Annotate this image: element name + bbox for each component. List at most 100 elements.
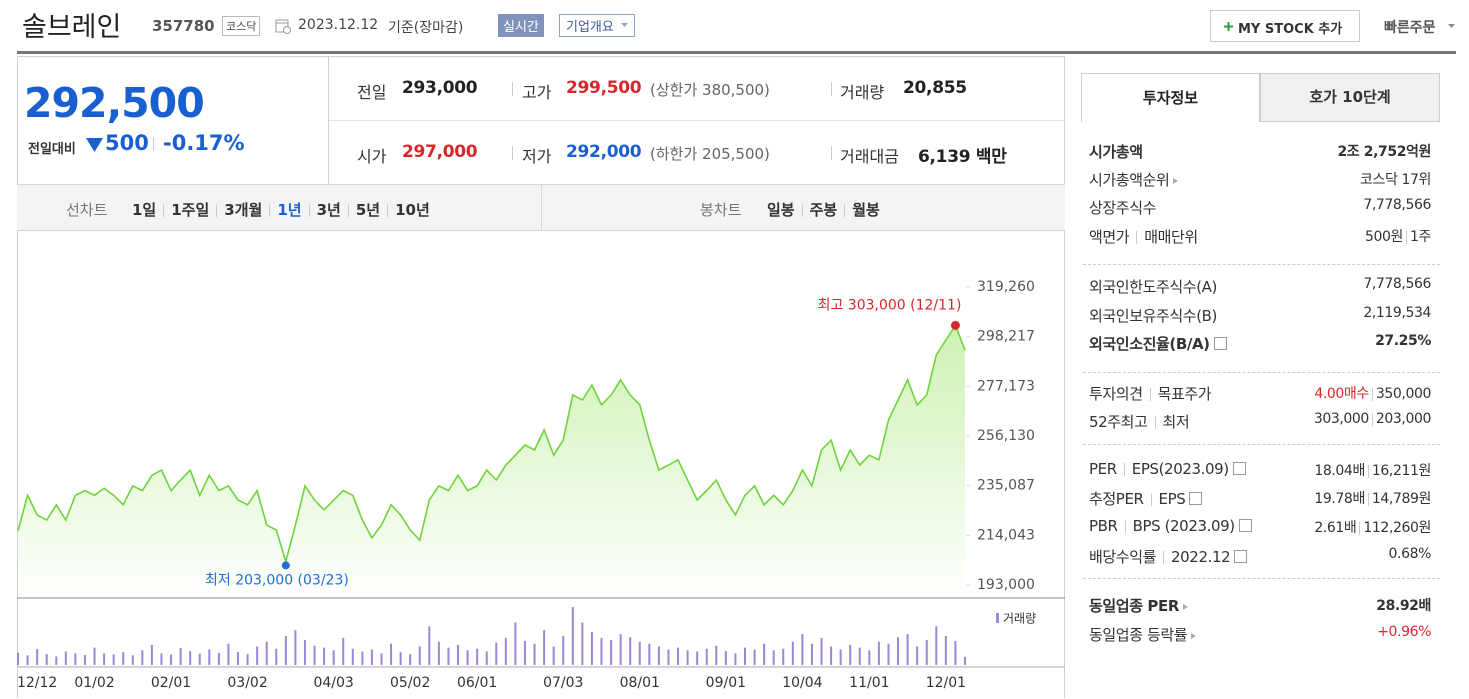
info-value: 19.78배 xyxy=(1314,491,1365,507)
date: 2023.12.12 xyxy=(298,17,379,33)
plus-icon xyxy=(1224,22,1233,31)
quick-order[interactable]: 빠른주문 xyxy=(1384,20,1436,36)
separator xyxy=(1371,387,1373,401)
info-label: 외국인한도주식수(A) xyxy=(1089,278,1217,296)
arrow-icon xyxy=(1183,604,1189,610)
volume-bar xyxy=(342,637,345,665)
volume-bar xyxy=(877,641,880,665)
realtime-button[interactable]: 실시간 xyxy=(498,14,544,37)
x-tick-label: 12/01 xyxy=(926,675,966,691)
separator xyxy=(831,146,832,160)
info-value: 14,789원 xyxy=(1371,491,1431,507)
volume-bar xyxy=(351,648,354,665)
info-label: 매매단위 xyxy=(1144,228,1198,246)
volume-bar xyxy=(772,650,775,665)
high-annotation: 최고 303,000 (12/11) xyxy=(818,297,962,313)
info-label: 최저 xyxy=(1162,413,1190,431)
volume-bar xyxy=(571,607,574,665)
volume-bar xyxy=(17,652,19,665)
container: 19.78배 14,789원 xyxy=(1314,488,1431,508)
container: 시가총액순위 xyxy=(1089,169,1180,190)
container: 2.61배 112,260원 xyxy=(1314,517,1431,537)
volume-bar xyxy=(409,654,412,665)
container: 배당수익률 2022.12 0.68% xyxy=(1089,546,1431,572)
separator xyxy=(1123,463,1125,476)
volume-bar xyxy=(74,653,77,665)
container xyxy=(1183,604,1189,610)
period-tab[interactable]: 3년 xyxy=(316,201,341,219)
x-tick-label: 10/04 xyxy=(782,675,822,691)
info-tab[interactable]: 투자정보 xyxy=(1081,73,1260,122)
period-tab[interactable]: 1년 xyxy=(277,201,302,219)
container xyxy=(283,26,291,34)
period-tab[interactable]: 10년 xyxy=(395,201,430,219)
container: 303,000 203,000 xyxy=(1314,411,1432,427)
volume-bar xyxy=(916,646,919,665)
container: 19.78배 14,789원 xyxy=(1089,488,1431,514)
help-icon xyxy=(1213,337,1227,350)
volume-bar xyxy=(476,648,479,665)
period-tab[interactable]: 5년 xyxy=(355,201,381,219)
separator xyxy=(512,82,513,96)
stock-name: 솔브레인 xyxy=(22,12,122,43)
volume-bar xyxy=(523,641,526,665)
quote-limit: (상한가 380,500) xyxy=(650,81,770,99)
period-tab[interactable]: 일봉 xyxy=(767,201,795,219)
y-tick-label: 256,130 xyxy=(977,428,1035,444)
period-tab[interactable]: 3개월 xyxy=(224,201,263,219)
info-value: 0.68% xyxy=(1388,546,1432,562)
container xyxy=(1448,24,1455,28)
info-label: PBR xyxy=(1089,517,1118,535)
separator xyxy=(801,204,803,217)
company-info-button[interactable]: 기업개요 xyxy=(559,14,635,37)
volume-bar xyxy=(954,641,957,665)
volume-bar xyxy=(686,650,689,665)
separator xyxy=(844,204,846,217)
quote-value: 6,139 백만 xyxy=(918,147,1007,167)
volume-bar xyxy=(581,622,584,665)
volume-bar xyxy=(64,651,67,665)
volume-bar xyxy=(198,653,201,665)
quote-value: 293,000 xyxy=(402,78,478,98)
volume-bar xyxy=(849,644,852,665)
y-tick-label: 235,087 xyxy=(977,478,1035,494)
info-value: 18.04배 xyxy=(1314,463,1365,479)
volume-bar xyxy=(868,650,871,665)
high-marker xyxy=(950,320,960,330)
info-label: 시가총액순위 xyxy=(1089,171,1170,189)
separator xyxy=(1136,231,1138,244)
volume-bar xyxy=(208,649,211,665)
quote-value: 20,855 xyxy=(903,78,967,98)
quote-label: 시가 xyxy=(357,147,387,166)
volume-bar xyxy=(179,647,182,665)
container xyxy=(86,138,103,152)
volume-bar xyxy=(638,641,641,665)
container: 액면가 매매단위 xyxy=(1089,226,1198,247)
period-tab[interactable]: 월봉 xyxy=(852,201,880,219)
volume-bar xyxy=(724,651,727,665)
order-book-tab[interactable]: 호가 10단계 xyxy=(1260,73,1440,122)
volume-bar xyxy=(112,654,115,665)
separator xyxy=(1154,416,1156,429)
volume-bar xyxy=(964,656,966,665)
info-label: 외국인보유주식수(B) xyxy=(1089,307,1217,325)
volume-bar xyxy=(935,626,938,665)
info-label: 시가총액 xyxy=(1089,143,1143,161)
info-value: 112,260원 xyxy=(1363,520,1431,536)
container: 추정PER EPS xyxy=(1089,488,1283,514)
info-label: EPS xyxy=(1158,490,1186,508)
volume-bar xyxy=(246,654,249,665)
period-tabs: 1일 1주일 3개월 1년 3년 5년 10년 xyxy=(132,199,430,220)
my-stock-button[interactable]: MY STOCK 추가 xyxy=(1210,10,1360,42)
volume-bar xyxy=(925,639,928,665)
period-tab[interactable]: 주봉 xyxy=(809,201,838,219)
divider xyxy=(1083,444,1440,445)
volume-bar xyxy=(648,643,651,665)
container: PER EPS(2023.09) xyxy=(1089,460,1246,478)
period-tab[interactable]: 1일 xyxy=(132,201,157,219)
volume-bar xyxy=(466,650,469,665)
info-label: 추정PER xyxy=(1089,490,1144,508)
container: PBR BPS (2023.09) xyxy=(1089,517,1252,535)
volume-bar xyxy=(830,646,833,665)
period-tab[interactable]: 1주일 xyxy=(171,201,210,219)
